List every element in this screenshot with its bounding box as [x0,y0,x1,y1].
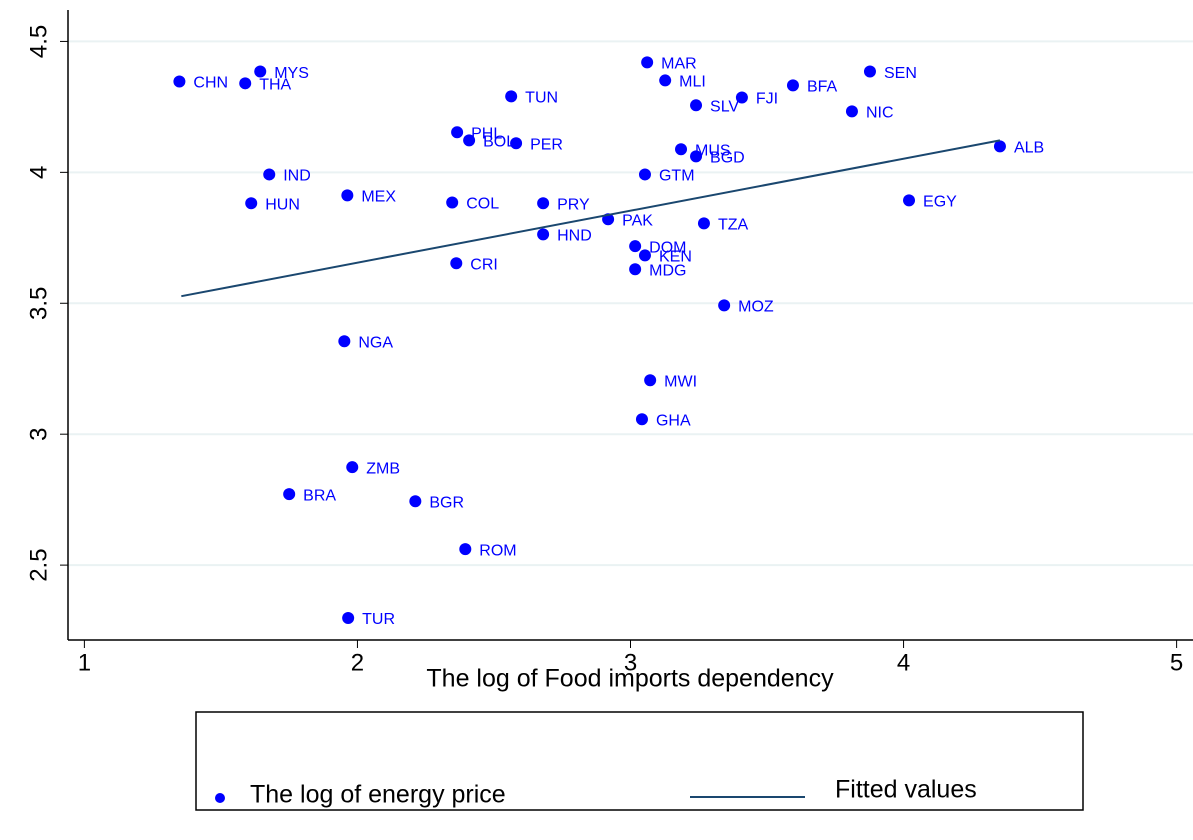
point [451,126,464,139]
point [993,140,1006,153]
point [254,65,267,78]
y-tick-label: 3.5 [25,287,52,320]
x-tick-label: 4 [897,649,910,676]
point [173,75,186,88]
point-label: MDG [649,262,686,279]
point [690,150,703,163]
point [718,299,731,312]
point-label: BOL [483,134,515,151]
point-label: NIC [866,105,894,122]
point [341,189,354,202]
point-label: HUN [265,196,300,213]
point-label: GHA [656,412,691,429]
point [786,79,799,92]
point-label: PAK [622,212,653,229]
y-tick-label: 2.5 [25,548,52,581]
point [459,543,472,556]
point-label: FJI [756,91,778,108]
point [239,77,252,90]
point [629,240,642,253]
point-label: BGR [429,494,464,511]
y-tick-label: 4.5 [25,25,52,58]
point [659,74,672,87]
point-label: TUN [525,90,558,107]
x-axis-title: The log of Food imports dependency [426,665,834,693]
point [463,134,476,147]
point [342,612,355,625]
point [446,196,459,209]
point-label: ZMB [366,460,400,477]
point-label: NGA [358,334,393,351]
point-label: PRY [557,196,590,213]
point-label: THA [259,77,291,94]
y-tick-label: 3 [25,428,52,441]
y-tick-label: 4 [25,166,52,179]
point [409,495,422,508]
point [510,137,523,150]
point-label: MYS [274,65,309,82]
fit-line [181,139,1001,298]
point-label: ROM [479,542,516,559]
point-label: EGY [923,194,957,211]
legend-marker [215,793,225,803]
point [863,65,876,78]
point [638,249,651,262]
point [845,105,858,118]
point-label: BGD [710,150,745,167]
point-label: KEN [659,249,692,266]
point-label: DOM [649,239,686,256]
point-label: COL [466,196,499,213]
point-label: MOZ [738,299,774,316]
point-label: MUS [695,143,731,160]
point [644,374,657,387]
point [263,168,276,181]
point-label: BRA [303,487,336,504]
point-label: MWI [664,373,697,390]
point [505,90,518,103]
point [346,461,359,474]
legend-label: The log of energy price [250,781,506,809]
point [675,143,688,156]
point [641,56,654,69]
point [638,168,651,181]
point-label: MAR [661,56,697,73]
point-label: TZA [718,217,749,234]
point-label: IND [283,168,311,185]
point [450,257,463,270]
point-label: MEX [361,189,396,206]
point [735,91,748,104]
point-label: PER [530,136,563,153]
point [697,217,710,230]
point [903,194,916,207]
x-tick-label: 1 [78,649,91,676]
point-label: TUR [362,611,395,628]
point-label: ALB [1014,140,1044,157]
point-label: HND [557,228,592,245]
point-label: BFA [807,79,838,96]
point-label: GTM [659,168,695,185]
point-label: SEN [884,65,917,82]
point [537,197,550,210]
point [690,99,703,112]
point [629,263,642,276]
x-tick-label: 5 [1170,649,1183,676]
point-label: MLI [679,74,706,91]
point [635,413,648,426]
point [537,228,550,241]
x-tick-label: 2 [351,649,364,676]
point-label: CHN [193,75,228,92]
legend-box [195,711,1084,811]
point [245,197,258,210]
x-tick-label: 3 [624,649,637,676]
point-label: SLV [710,99,739,116]
point [283,488,296,501]
point-label: PHL [471,126,502,143]
point [338,335,351,348]
legend-label: Fitted values [835,776,977,804]
point-label: CRI [470,256,498,273]
